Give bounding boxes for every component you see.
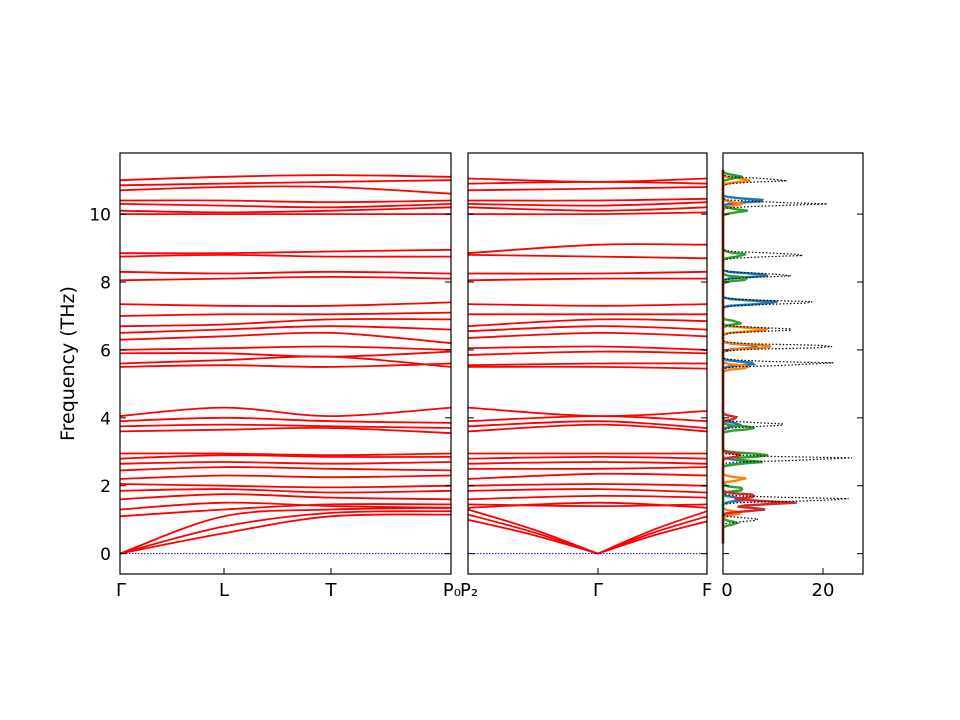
middle-band-18 <box>467 350 708 356</box>
middle-band-30 <box>467 488 708 494</box>
left-acoustic-band-2 <box>119 513 452 555</box>
left-band-10 <box>119 248 452 255</box>
left-band-24 <box>119 474 452 480</box>
left-band-1 <box>119 206 452 214</box>
band-panel-middle: P₂ Γ F <box>460 152 712 601</box>
x-tick-label-middle: P₂ <box>460 580 478 601</box>
x-axis-ticks-left: Γ L T P₀ <box>116 568 461 601</box>
middle-acoustic-band-b-2 <box>597 520 708 555</box>
middle-band-27 <box>467 455 708 460</box>
left-band-28 <box>119 452 452 457</box>
left-band-29 <box>119 493 452 501</box>
left-band-12 <box>119 301 452 308</box>
y-tick-label: 6 <box>100 341 111 361</box>
middle-band-29 <box>467 494 708 501</box>
band-lines-left <box>119 174 452 555</box>
middle-band-17 <box>467 362 708 367</box>
middle-band-16 <box>467 365 708 370</box>
x-axis-ticks-middle: P₂ Γ F <box>460 213 712 601</box>
left-band-2 <box>119 203 452 209</box>
band-panel-left-frame <box>119 152 452 575</box>
left-band-23 <box>119 406 452 418</box>
left-band-9 <box>119 253 452 258</box>
y-tick-label: 2 <box>100 477 111 497</box>
y-tick-label: 0 <box>100 545 111 565</box>
left-band-16 <box>119 362 452 368</box>
y-axis-ticks: 0 2 4 6 8 10 <box>89 206 451 565</box>
left-band-13 <box>119 331 452 344</box>
x-tick-label: T <box>325 580 338 601</box>
x-tick-label-dos: 20 <box>812 580 835 601</box>
middle-band-7 <box>467 277 708 282</box>
middle-band-3 <box>467 197 708 202</box>
left-band-27 <box>119 454 452 460</box>
left-acoustic-band-1 <box>119 510 452 555</box>
middle-band-0 <box>467 211 708 216</box>
middle-band-15 <box>467 318 708 328</box>
middle-band-26 <box>467 461 708 465</box>
middle-band-20 <box>467 423 708 433</box>
band-panel-left: 0 2 4 6 8 10 Γ L T P₀ Frequency (THz) <box>57 152 461 601</box>
dos-panel: 0 20 <box>721 152 864 601</box>
left-band-19 <box>119 345 452 351</box>
left-band-32 <box>119 501 452 511</box>
middle-band-33 <box>467 503 708 508</box>
middle-band-24 <box>467 472 708 480</box>
middle-band-9 <box>467 254 708 260</box>
x-tick-label-middle: Γ <box>593 580 603 601</box>
left-band-33 <box>119 503 452 518</box>
middle-band-23 <box>467 406 708 418</box>
band-lines-middle <box>467 177 708 555</box>
x-tick-label: L <box>219 580 229 601</box>
left-band-26 <box>119 461 452 465</box>
left-band-3 <box>119 199 452 204</box>
left-band-8 <box>119 270 452 275</box>
y-axis-label: Frequency (THz) <box>57 286 79 441</box>
left-band-21 <box>119 423 452 429</box>
left-band-30 <box>119 488 452 494</box>
middle-band-32 <box>467 501 708 509</box>
y-tick-label: 4 <box>100 409 111 429</box>
x-tick-label: Γ <box>116 580 126 601</box>
left-band-17 <box>119 355 452 368</box>
middle-band-6 <box>467 177 708 183</box>
middle-band-21 <box>467 420 708 429</box>
middle-band-19 <box>467 345 708 351</box>
left-band-4 <box>119 185 452 195</box>
left-band-7 <box>119 275 452 282</box>
left-band-15 <box>119 318 452 328</box>
middle-band-12 <box>467 303 708 307</box>
middle-band-1 <box>467 206 708 212</box>
middle-band-10 <box>467 243 708 255</box>
x-axis-ticks-dos: 0 20 <box>721 213 863 601</box>
middle-band-4 <box>467 186 708 192</box>
x-tick-label-middle: F <box>702 580 712 601</box>
x-tick-label-dos: 0 <box>721 580 732 601</box>
middle-band-8 <box>467 270 708 275</box>
middle-acoustic-band-a-2 <box>467 518 599 555</box>
band-panel-middle-frame <box>467 152 708 575</box>
middle-band-2 <box>467 201 708 207</box>
middle-band-14 <box>467 325 708 333</box>
left-band-20 <box>119 426 452 434</box>
y-tick-label: 10 <box>89 206 111 226</box>
middle-band-31 <box>467 483 708 487</box>
left-band-5 <box>119 179 452 187</box>
left-acoustic-band-0 <box>119 506 452 555</box>
left-band-31 <box>119 483 452 489</box>
left-band-18 <box>119 350 452 358</box>
x-tick-label: P₀ <box>443 580 461 601</box>
left-band-6 <box>119 174 452 182</box>
left-band-14 <box>119 325 452 334</box>
left-band-22 <box>119 416 452 424</box>
dos-panel-frame <box>722 152 864 575</box>
left-band-11 <box>119 311 452 317</box>
y-tick-label: 8 <box>100 274 111 294</box>
middle-band-25 <box>467 466 708 470</box>
middle-band-13 <box>467 331 708 339</box>
left-band-25 <box>119 466 452 472</box>
